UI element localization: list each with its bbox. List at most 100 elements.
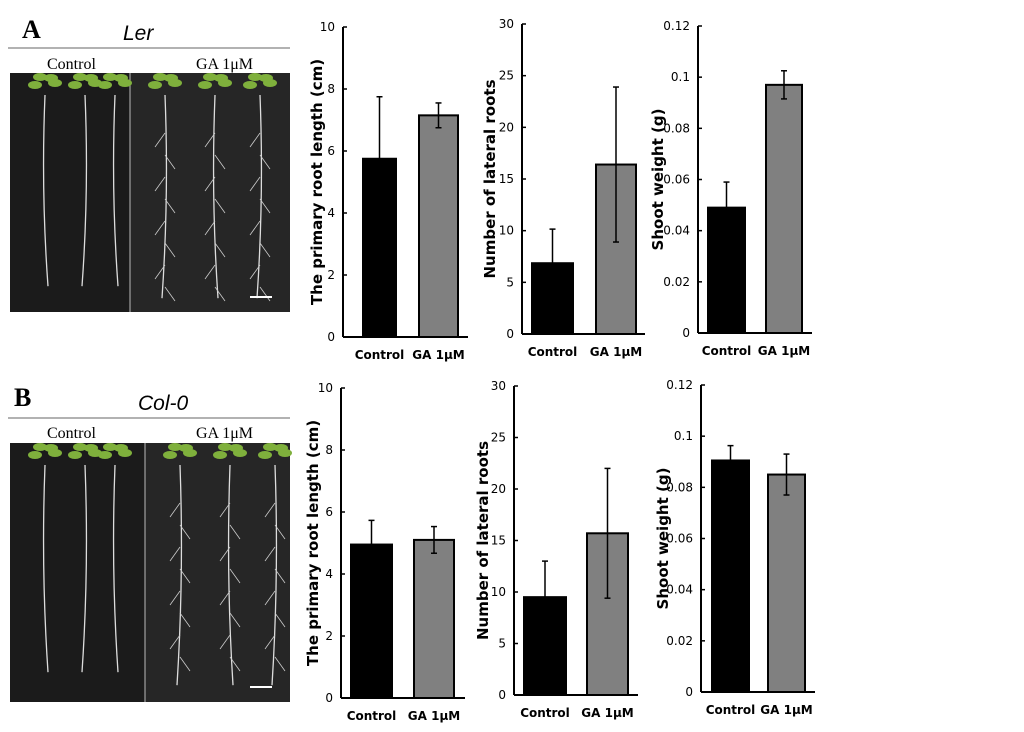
leaf xyxy=(73,443,87,451)
error-bar xyxy=(542,560,548,634)
error-bar xyxy=(376,96,383,222)
lateral-root xyxy=(274,612,286,628)
y-tick-label: 20 xyxy=(491,482,506,496)
x-tick-label: Control xyxy=(520,706,570,720)
lateral-root xyxy=(249,176,261,192)
x-tick-label: GA 1μM xyxy=(581,706,633,720)
y-tick-label: 0.02 xyxy=(666,634,693,648)
error-bar xyxy=(783,453,790,496)
lateral-root xyxy=(274,568,286,584)
leaf xyxy=(198,81,212,89)
y-axis-label: The primary root length (cm) xyxy=(308,59,326,305)
root xyxy=(212,94,219,299)
y-tick-label: 10 xyxy=(320,20,335,34)
lateral-root xyxy=(154,176,166,192)
y-tick-label: 5 xyxy=(498,637,506,651)
leaf xyxy=(229,444,243,452)
root xyxy=(271,464,278,686)
leaf xyxy=(44,74,58,82)
lateral-root xyxy=(169,590,181,606)
error-bar xyxy=(368,519,375,570)
error-bar xyxy=(613,86,619,243)
lateral-root xyxy=(249,132,261,148)
x-tick-label: GA 1μM xyxy=(408,709,460,723)
leaf xyxy=(84,444,98,452)
leaf xyxy=(103,443,117,451)
leaf xyxy=(73,73,87,81)
y-tick-label: 2 xyxy=(327,268,335,282)
root xyxy=(81,94,88,287)
root xyxy=(81,464,88,673)
y-tick-label: 0.08 xyxy=(663,121,690,135)
y-tick-label: 0 xyxy=(327,330,335,344)
lateral-root xyxy=(259,198,271,214)
lateral-root xyxy=(219,546,231,562)
lateral-root xyxy=(259,154,271,170)
lateral-root xyxy=(214,286,226,302)
bar-treatment xyxy=(418,114,459,338)
x-tick-label: GA 1μM xyxy=(412,348,464,362)
leaf xyxy=(248,73,262,81)
y-tick-label: 10 xyxy=(499,224,514,238)
y-axis-label: Number of lateral roots xyxy=(474,441,492,640)
root xyxy=(42,464,49,673)
error-bar xyxy=(723,181,730,234)
root xyxy=(42,94,49,287)
x-tick-label: Control xyxy=(706,703,756,717)
y-tick-label: 25 xyxy=(491,431,506,445)
y-tick-label: 8 xyxy=(327,82,335,96)
leaf xyxy=(148,81,162,89)
leaf xyxy=(263,443,277,451)
photo-background-right xyxy=(130,73,290,312)
y-tick-label: 0 xyxy=(682,326,690,340)
leaf xyxy=(28,451,42,459)
leaf xyxy=(98,451,112,459)
leaf xyxy=(68,451,82,459)
lateral-root xyxy=(274,524,286,540)
y-tick-label: 0 xyxy=(685,685,693,699)
x-tick-label: GA 1μM xyxy=(760,703,812,717)
lateral-root xyxy=(204,264,216,280)
leaf xyxy=(258,451,272,459)
leaf xyxy=(68,81,82,89)
x-tick-label: Control xyxy=(347,709,397,723)
leaf xyxy=(114,444,128,452)
y-tick-label: 0.1 xyxy=(674,429,693,443)
leaf xyxy=(114,74,128,82)
bar-chart-3: Control GA 1μM 0 0.02 0.04 0.06 0.08 0.1 0.12 Sho… xyxy=(649,19,812,358)
seedling-photo-b xyxy=(10,443,292,702)
lateral-root xyxy=(249,220,261,236)
lateral-root xyxy=(274,656,286,672)
y-tick-label: 0.04 xyxy=(666,583,693,597)
lateral-root xyxy=(264,546,276,562)
lateral-root xyxy=(169,502,181,518)
y-axis-label: Shoot weight (g) xyxy=(649,109,667,251)
bar-chart-5: Control GA 1μM 0 5 10 15 20 25 30 Number of later… xyxy=(474,379,638,720)
leaf xyxy=(179,444,193,452)
x-tick-label: GA 1μM xyxy=(590,345,642,359)
y-tick-label: 20 xyxy=(499,120,514,134)
charts: Control GA 1μM 0 2 4 6 8 10 The primary root len… xyxy=(304,17,815,723)
lateral-root xyxy=(229,612,241,628)
root xyxy=(256,94,263,299)
lateral-root xyxy=(214,242,226,258)
error-bar xyxy=(781,70,787,100)
leaf xyxy=(203,73,217,81)
bar-treatment xyxy=(586,532,629,696)
y-tick-label: 2 xyxy=(325,629,333,643)
lateral-root xyxy=(204,220,216,236)
lateral-root xyxy=(249,264,261,280)
panel-letter-a: A xyxy=(22,15,41,44)
bar-treatment xyxy=(413,538,455,700)
lateral-root xyxy=(219,634,231,650)
lateral-root xyxy=(259,286,271,302)
root xyxy=(112,94,119,287)
lateral-root xyxy=(179,656,191,672)
control-label-a: Control xyxy=(47,56,96,73)
control-label-b: Control xyxy=(47,425,96,442)
panel-letter-b: B xyxy=(14,383,31,412)
y-tick-label: 0 xyxy=(506,327,514,341)
seedling-photo-a xyxy=(10,73,290,312)
x-tick-label: GA 1μM xyxy=(758,344,810,358)
